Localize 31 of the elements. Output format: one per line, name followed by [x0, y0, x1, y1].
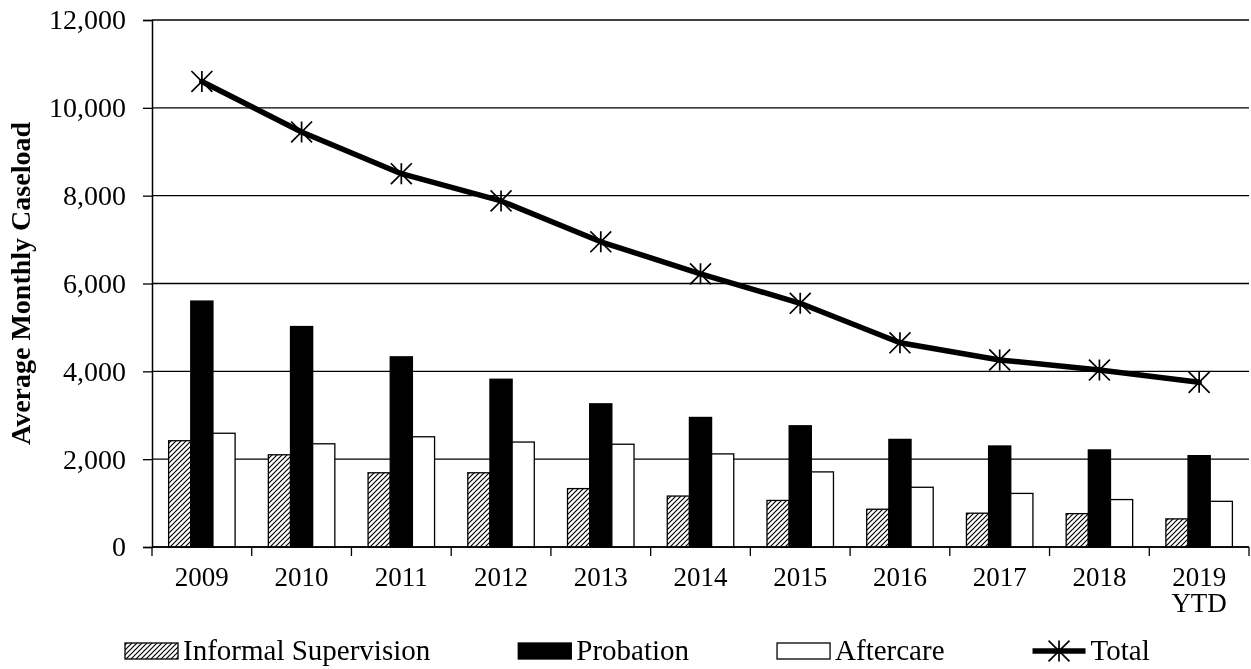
x-tick-label: 2010 [274, 562, 329, 592]
point [390, 162, 413, 185]
y-tick-label: 12,000 [49, 4, 126, 36]
x-tick-label: 2011 [374, 562, 428, 592]
y-tick-label: 10,000 [49, 92, 126, 124]
legend-label: Aftercare [835, 634, 945, 666]
x-tick-label: 2019 YTD [1171, 562, 1227, 618]
y-axis-title: Average Monthly Caseload [5, 121, 36, 445]
legend-label: Probation [576, 634, 690, 666]
y-tick-label: 4,000 [63, 355, 126, 387]
point [1188, 371, 1211, 394]
point [789, 292, 812, 315]
legend-label: Total [1090, 634, 1150, 666]
y-tick-label: 6,000 [63, 267, 126, 299]
y-tick-label: 8,000 [63, 180, 126, 212]
x-tick-label: 2015 [773, 562, 828, 592]
legend-label: Informal Supervision [183, 634, 431, 666]
x-tick-label: 2009 [174, 562, 229, 592]
x-tick-label: 2012 [474, 562, 529, 592]
y-tick-label: 0 [112, 531, 126, 563]
x-tick-label: 2018 [1072, 562, 1127, 592]
point [589, 230, 612, 253]
point [888, 331, 912, 354]
point [190, 70, 213, 93]
x-tick-label: 2016 [872, 562, 927, 592]
point [988, 348, 1011, 371]
x-tick-label: 2013 [573, 562, 628, 592]
x-tick-label: 2017 [972, 562, 1027, 592]
point [489, 189, 513, 213]
x-tick-label: 2014 [673, 562, 728, 592]
y-tick-label: 2,000 [63, 443, 126, 475]
